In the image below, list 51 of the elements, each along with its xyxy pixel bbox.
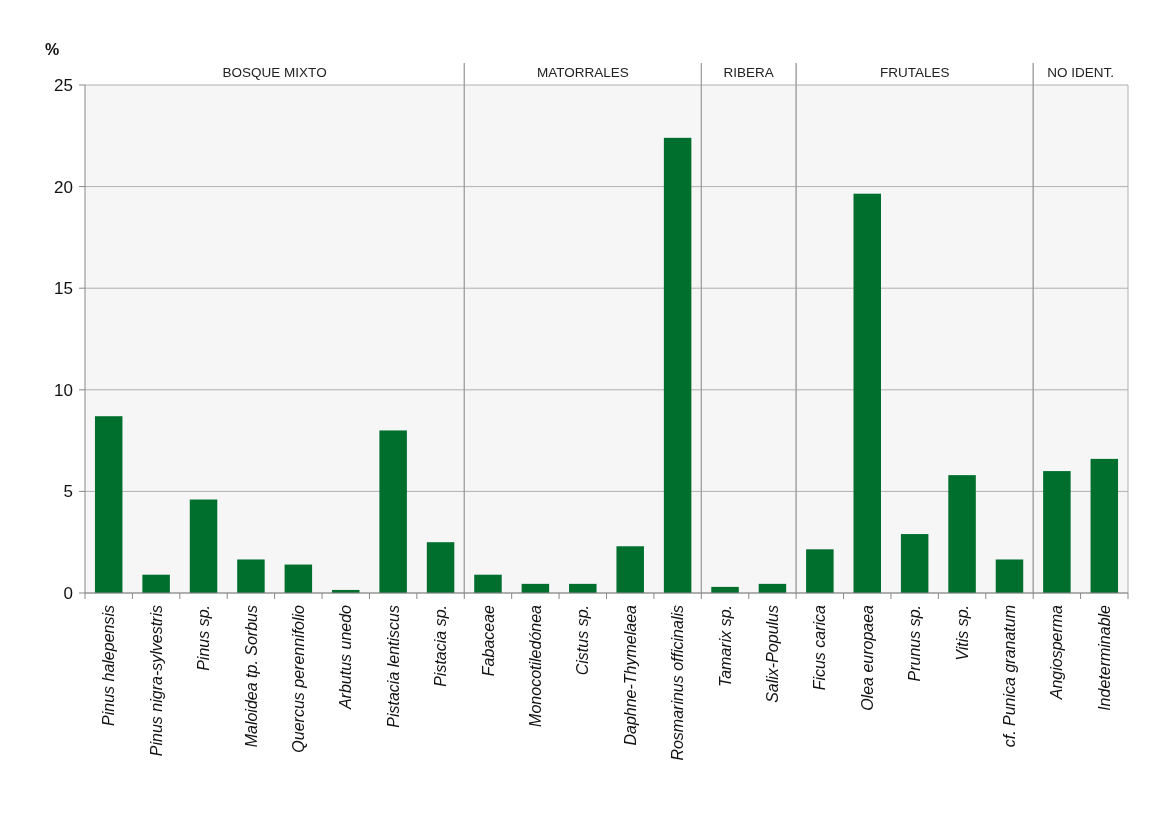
x-tick-label: Ficus carica (811, 604, 829, 691)
bar (379, 430, 407, 593)
band-label: BOSQUE MIXTO (222, 65, 327, 80)
y-tick-label: 20 (54, 177, 73, 197)
bar (995, 559, 1024, 593)
x-tick-label: Cistus sp. (574, 605, 592, 676)
x-tick-label: Pistacia lentiscus (384, 605, 402, 728)
y-tick-label: 5 (63, 482, 73, 502)
x-tick-label: Quercus perennifolio (289, 604, 307, 753)
y-tick-label: 15 (54, 279, 73, 299)
x-tick-label: Daphne-Thymelaea (621, 604, 639, 746)
bar (94, 416, 123, 593)
bar (853, 193, 881, 593)
x-tick-label: cf. Punica granatum (1001, 605, 1019, 748)
bar (1043, 471, 1071, 593)
bar (142, 574, 170, 593)
bar (189, 499, 218, 593)
y-axis-title: % (45, 41, 60, 58)
x-tick-label: Rosmarinus officinalis (669, 605, 687, 761)
y-tick-label: 25 (54, 75, 73, 95)
x-tick-label: Vitis sp. (953, 605, 971, 661)
bar (284, 564, 313, 593)
band-label: RIBERA (723, 65, 774, 80)
x-tick-label: Pinus nigra-sylvestris (147, 605, 165, 757)
x-tick-label: Angiosperma (1048, 604, 1066, 701)
bar (474, 574, 502, 593)
band-label: MATORRALES (536, 65, 629, 80)
x-tick-label: Fabaceae (479, 604, 497, 677)
bar (616, 546, 644, 593)
x-tick-label: Olea europaea (858, 604, 876, 711)
bar (806, 549, 834, 593)
bar (1090, 458, 1119, 593)
x-tick-label: Indeterminable (1095, 604, 1113, 711)
x-tick-label: Prunus sp. (906, 605, 924, 682)
x-tick-label: Salix-Populus (764, 605, 782, 703)
band-label: NO IDENT. (1047, 65, 1114, 80)
x-tick-label: Pistacia sp. (432, 605, 450, 687)
y-tick-label: 0 (63, 583, 73, 603)
x-tick-label: Maloidea tp. Sorbus (242, 605, 260, 748)
x-tick-label: Pinus sp. (195, 605, 213, 671)
bar (426, 542, 455, 593)
bar (900, 534, 929, 593)
y-tick-label: 10 (54, 380, 73, 400)
bar (948, 475, 976, 593)
x-tick-label: Monocotiledónea (526, 604, 544, 727)
bar (237, 559, 265, 593)
x-tick-label: Pinus halepensis (100, 605, 118, 726)
band-label: FRUTALES (879, 65, 950, 80)
x-tick-label: Arbutus unedo (337, 604, 355, 711)
x-tick-label: Tamarix sp. (716, 605, 734, 688)
bar (663, 137, 692, 593)
